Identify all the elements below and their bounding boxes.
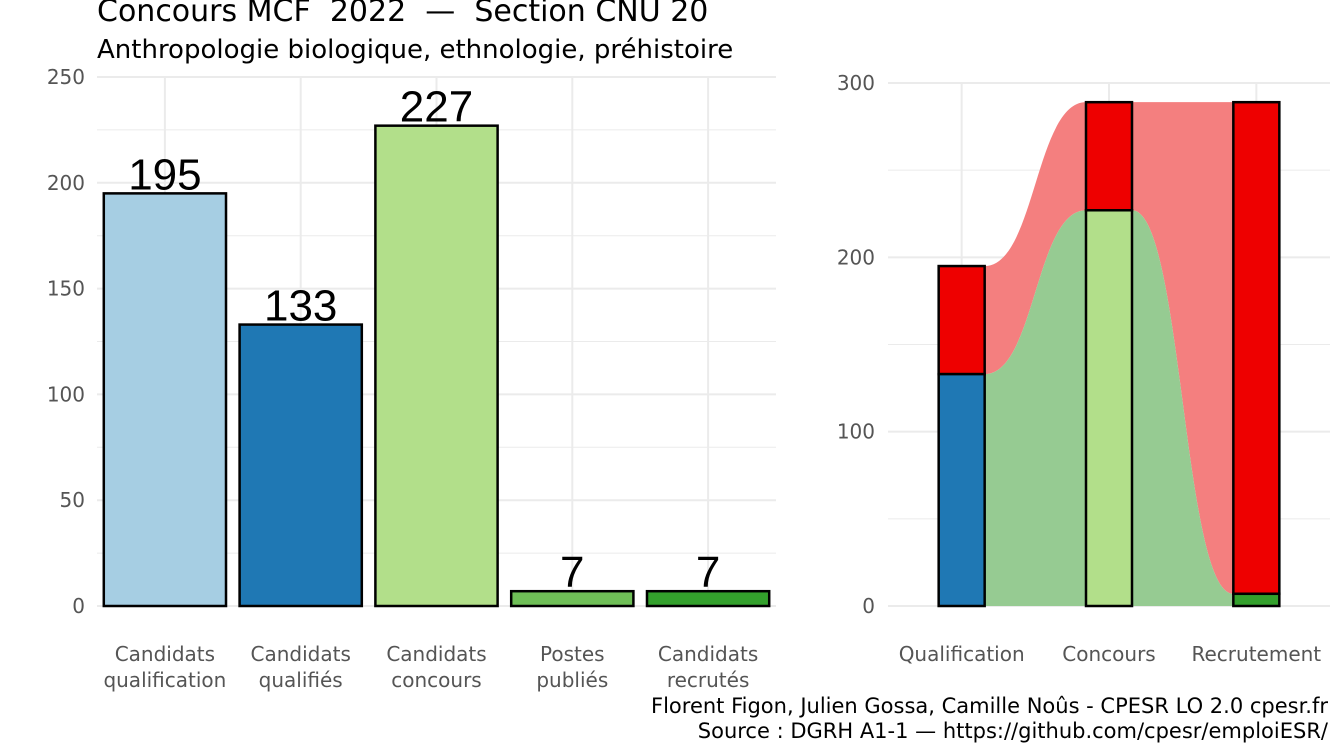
stacked-bar-lower — [937, 372, 986, 608]
y-tick-label: 300 — [837, 71, 875, 95]
x-tick-label: recrutés — [667, 668, 750, 692]
x-tick-label: qualifiés — [259, 668, 343, 692]
data-label: 7 — [696, 548, 720, 597]
flow-green — [984, 210, 1086, 606]
y-tick-label: 100 — [47, 382, 85, 406]
stacked-bar-upper — [1084, 100, 1134, 212]
x-tick-label: Recrutement — [1192, 642, 1322, 666]
y-tick-label: 0 — [862, 594, 875, 618]
bar — [509, 589, 635, 608]
y-tick-label: 0 — [72, 594, 85, 618]
y-tick-label: 150 — [47, 277, 85, 301]
x-tick-label: Candidats — [251, 642, 351, 666]
y-tick-label: 200 — [47, 171, 85, 195]
data-label: 195 — [128, 150, 201, 199]
x-tick-label: Candidats — [658, 642, 758, 666]
x-tick-label: Candidats — [115, 642, 215, 666]
flow-red — [1132, 102, 1234, 594]
bar — [645, 589, 771, 608]
data-label: 227 — [400, 83, 473, 132]
y-tick-label: 50 — [60, 488, 85, 512]
x-tick-label: qualification — [103, 668, 226, 692]
flow-red — [984, 102, 1086, 375]
x-tick-label: Concours — [1062, 642, 1155, 666]
y-tick-label: 200 — [837, 245, 875, 269]
x-tick-label: Qualification — [899, 642, 1025, 666]
right-flow-chart: 0 100 200 300 Qualification Concours Recruteme… — [837, 71, 1330, 666]
y-tick-label: 100 — [837, 420, 875, 444]
x-tick-label: Candidats — [386, 642, 486, 666]
caption-source: Source : DGRH A1-1 — https://github.com/… — [697, 719, 1328, 743]
stacked-bar-upper — [1232, 100, 1281, 596]
data-label: 133 — [264, 282, 337, 331]
x-tick-label: concours — [391, 668, 481, 692]
stacked-bar-lower — [1084, 209, 1134, 608]
x-tick-label: publiés — [536, 668, 608, 692]
stacked-bar-lower — [1232, 592, 1281, 608]
x-tick-label: Postes — [540, 642, 605, 666]
bar — [374, 124, 499, 608]
y-tick-label: 250 — [47, 65, 85, 89]
stacked-bar-upper — [937, 264, 986, 376]
chart-subtitle: Anthropologie biologique, ethnologie, pr… — [97, 35, 734, 65]
bar — [238, 323, 364, 608]
flow-green — [1132, 210, 1234, 606]
data-label: 7 — [560, 548, 584, 597]
chart-title: Concours MCF 2022 — Section CNU 20 — [97, 0, 709, 29]
caption-authors: Florent Figon, Julien Gossa, Camille Noû… — [651, 694, 1328, 718]
bar — [102, 192, 228, 608]
